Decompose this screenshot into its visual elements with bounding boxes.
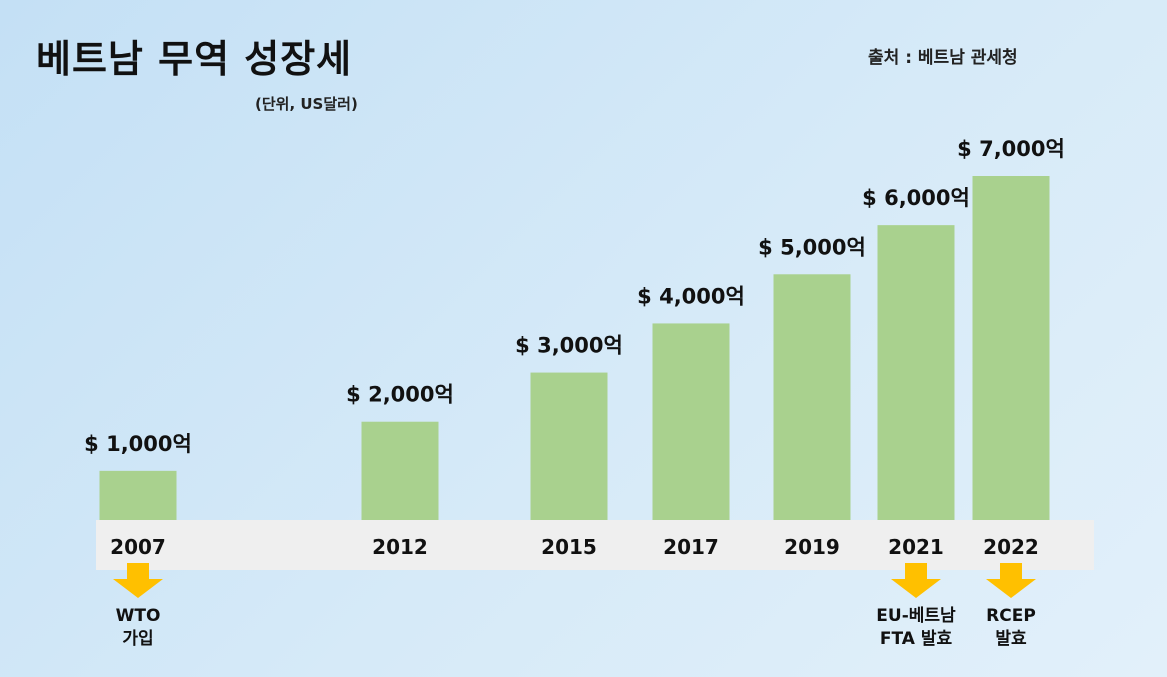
bar-2019 — [773, 274, 851, 520]
event-note-line: 가입 — [122, 629, 154, 649]
value-label-2022: $ 7,000억 — [957, 137, 1065, 161]
bar-2022 — [972, 176, 1050, 520]
x-tick-2017: 2017 — [663, 535, 719, 559]
bar-2007 — [99, 470, 177, 520]
event-note-line: RCEP — [986, 606, 1036, 626]
unit-note: (단위, US달러) — [255, 95, 358, 113]
value-label-2017: $ 4,000억 — [637, 284, 745, 308]
x-axis-band — [96, 520, 1094, 570]
bar-2012 — [361, 421, 439, 520]
bar-2021 — [877, 225, 955, 520]
event-note-line: 발효 — [995, 629, 1027, 649]
down-arrow-icon — [986, 563, 1036, 598]
down-arrow-icon — [891, 563, 941, 598]
event-note-2007: WTO 가입 — [68, 605, 208, 651]
x-tick-2019: 2019 — [784, 535, 840, 559]
x-tick-2012: 2012 — [372, 535, 428, 559]
value-label-2019: $ 5,000억 — [758, 235, 866, 259]
value-label-2021: $ 6,000억 — [862, 186, 970, 210]
value-label-2007: $ 1,000억 — [84, 432, 192, 456]
x-tick-2007: 2007 — [110, 535, 166, 559]
value-label-2012: $ 2,000억 — [346, 383, 454, 407]
x-tick-2022: 2022 — [983, 535, 1039, 559]
event-note-2022: RCEP 발효 — [941, 605, 1081, 651]
event-note-line: FTA 발효 — [879, 629, 953, 649]
down-arrow-icon — [113, 563, 163, 598]
event-note-2021: EU-베트남 FTA 발효 — [846, 605, 986, 651]
x-tick-2021: 2021 — [888, 535, 944, 559]
bar-2015 — [530, 372, 608, 520]
event-note-line: EU-베트남 — [876, 606, 956, 626]
event-note-line: WTO — [115, 606, 161, 626]
bar-2017 — [652, 323, 730, 520]
value-label-2015: $ 3,000억 — [515, 334, 623, 358]
source-note: 출처 : 베트남 관세청 — [868, 48, 1018, 68]
chart-title: 베트남 무역 성장세 — [36, 37, 353, 81]
x-tick-2015: 2015 — [541, 535, 597, 559]
